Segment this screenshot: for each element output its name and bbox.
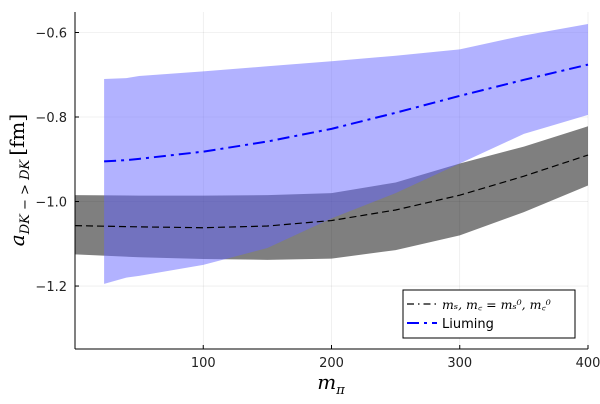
y-axis-label: aDK − > DK[fm] xyxy=(5,114,33,246)
band-blue xyxy=(104,24,589,284)
y-tick-label: −0.8 xyxy=(35,111,67,126)
bands xyxy=(75,24,589,284)
lines xyxy=(74,63,589,229)
legend-label-1: mₛ, m꜀ = mₛ⁰, m꜀⁰ xyxy=(442,297,551,312)
x-tick-label: 100 xyxy=(191,356,216,371)
line-black xyxy=(74,154,589,229)
line-blue xyxy=(104,63,589,163)
x-tick-label: 300 xyxy=(447,356,472,371)
ticks: 100 200 300 400 −0.6 −0.8 −1.0 −1.2 xyxy=(35,26,600,371)
x-tick-label: 200 xyxy=(319,356,344,371)
legend-box xyxy=(402,289,576,339)
y-tick-label: −1.0 xyxy=(35,196,67,211)
y-tick-label: −1.2 xyxy=(35,280,67,295)
legend: mₛ, m꜀ = mₛ⁰, m꜀⁰ Liuming xyxy=(402,289,576,339)
x-tick-label: 400 xyxy=(576,356,600,371)
y-tick-label: −0.6 xyxy=(35,26,67,41)
x-axis-label: mπ xyxy=(317,370,345,398)
legend-label-2: Liuming xyxy=(442,317,494,332)
